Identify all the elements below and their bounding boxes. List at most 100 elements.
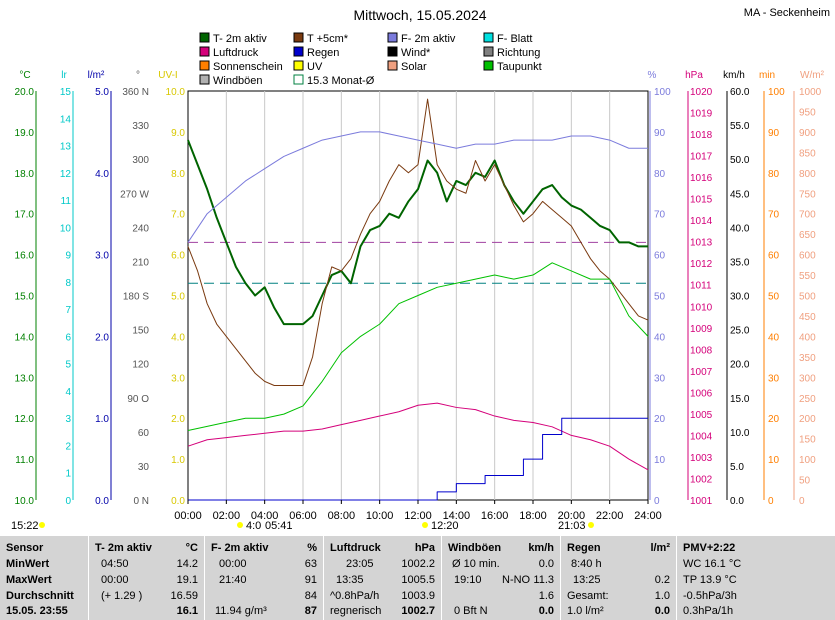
axis-tick-label: 1006 [690, 388, 713, 399]
event-label: 05:41 [265, 520, 293, 532]
axis-tick-label: 1004 [690, 431, 713, 442]
axis-tick-label: 5.0 [171, 292, 185, 303]
axis-tick-label: 9.0 [171, 128, 185, 139]
axis-tick-label: 210 [132, 257, 149, 268]
axis-tick-label: 550 [799, 271, 816, 282]
legend-swatch [387, 46, 398, 57]
sun-icon [422, 522, 428, 528]
summary-value: 1005.5 [401, 574, 435, 586]
axis-tick-label: 45.0 [730, 189, 750, 200]
axis-unit: hPa [685, 70, 703, 81]
axis-tick-label: 10.0 [730, 428, 750, 439]
axis-tick-label: 1.0 [171, 455, 185, 466]
summary-value: 0.0 [538, 605, 554, 617]
event-label: 21:03 [558, 520, 586, 532]
axis-tick-label: 8 [65, 278, 71, 289]
axis-tick-label: 1013 [690, 238, 713, 249]
summary-cell: 21:40 [219, 574, 247, 586]
axis-tick-label: 20 [768, 414, 780, 425]
axis-tick-label: 8.0 [171, 169, 185, 180]
axis-unit: km/h [723, 70, 745, 81]
axis-tick-label: 20 [654, 414, 666, 425]
summary-header: Windböen [448, 542, 502, 554]
axis-tick-label: 120 [132, 360, 149, 371]
axis-tick-label: 240 [132, 223, 149, 234]
axis-tick-label: 17.0 [15, 210, 35, 221]
axis-tick-label: 60 [654, 251, 666, 262]
summary-value: 63 [304, 558, 317, 570]
axis-unit: W/m² [800, 70, 825, 81]
axis-tick-label: 90 O [127, 394, 149, 405]
legend-swatch [483, 60, 494, 71]
summary-col-rain: Regen l/m² 8:40 h 13:25 0.2 Gesamt: 1.0 1.0… [561, 536, 676, 620]
summary-cell: 13:35 [336, 574, 364, 586]
axis-tick-label: 20.0 [15, 87, 35, 98]
summary-label: Durchschnitt [6, 590, 74, 602]
axis-tick-label: 2.0 [95, 332, 109, 343]
axis-tick-label: 4.0 [171, 332, 185, 343]
axis-tick-label: 30 [768, 373, 780, 384]
x-tick-label: 10:00 [366, 510, 394, 522]
legend-label: T- 2m aktiv [213, 33, 267, 45]
axis-tick-label: 200 [799, 414, 816, 425]
legend-swatch [293, 60, 304, 71]
axis-tick-label: 4.0 [95, 169, 109, 180]
axis-tick-label: 1005 [690, 410, 713, 421]
axis-tick-label: 10 [654, 455, 666, 466]
summary-value: 1.0 [654, 590, 670, 602]
axis-tick-label: 0 [654, 496, 660, 507]
summary-header: Sensor [6, 542, 44, 554]
axis-tick-label: 500 [799, 292, 816, 303]
axis-tick-label: 400 [799, 332, 816, 343]
axis-tick-label: 150 [799, 435, 816, 446]
axis-tick-label: 0 [65, 496, 71, 507]
axis-tick-label: 9 [65, 251, 71, 262]
summary-cell: 1.0 l/m² [567, 605, 604, 617]
legend-label: Sonnenschein [213, 61, 283, 73]
summary-value: 91 [304, 574, 317, 586]
axis-tick-label: 4 [65, 387, 71, 398]
axis-tick-label: 300 [132, 155, 149, 166]
axis-tick-label: 600 [799, 251, 816, 262]
x-tick-label: 24:00 [634, 510, 662, 522]
legend-label: Solar [401, 61, 427, 73]
axis-tick-label: 19.0 [15, 128, 35, 139]
axis-tick-label: 6 [65, 332, 71, 343]
legend-label: Wind* [401, 47, 431, 59]
axis-tick-label: 80 [654, 169, 666, 180]
x-tick-label: 04:00 [251, 510, 279, 522]
sun-icon [237, 522, 243, 528]
axis-tick-label: 80 [768, 169, 780, 180]
summary-cell: 13:25 [573, 574, 601, 586]
axis-tick-label: 60.0 [730, 87, 750, 98]
summary-cell: regnerisch [330, 605, 382, 617]
sun-icon [588, 522, 594, 528]
axis-tick-label: 50 [768, 292, 780, 303]
summary-cell: ^0.8hPa/h [330, 590, 380, 602]
axis-tick-label: 14 [60, 114, 72, 125]
axis-tick-label: 13.0 [15, 373, 35, 384]
axis-tick-label: 100 [768, 87, 785, 98]
legend-label: F- Blatt [497, 33, 532, 45]
axis-unit: min [759, 70, 775, 81]
axis-unit: lr [61, 70, 67, 81]
legend-swatch [387, 32, 398, 43]
axis-tick-label: 360 N [122, 87, 149, 98]
legend-label: Regen [307, 47, 339, 59]
axis-tick-label: 1009 [690, 324, 713, 335]
event-label: 12:20 [431, 520, 459, 532]
summary-unit: hPa [414, 542, 435, 554]
axis-unit: ° [136, 70, 140, 81]
axis-tick-label: 100 [799, 455, 816, 466]
axis-tick-label: 1012 [690, 259, 713, 270]
axis-tick-label: 12 [60, 169, 72, 180]
x-tick-label: 12:00 [404, 510, 432, 522]
axis-tick-label: 1016 [690, 173, 713, 184]
summary-col-pressure: Luftdruck hPa 23:05 1002.2 13:35 1005.5 ^0.… [324, 536, 441, 620]
axis-tick-label: 1008 [690, 345, 713, 356]
legend-label: UV [307, 61, 323, 73]
axis-tick-label: 750 [799, 189, 816, 200]
axis-tick-label: 270 W [120, 189, 149, 200]
axis-tick-label: 55.0 [730, 121, 750, 132]
summary-value: 16.1 [176, 605, 198, 617]
